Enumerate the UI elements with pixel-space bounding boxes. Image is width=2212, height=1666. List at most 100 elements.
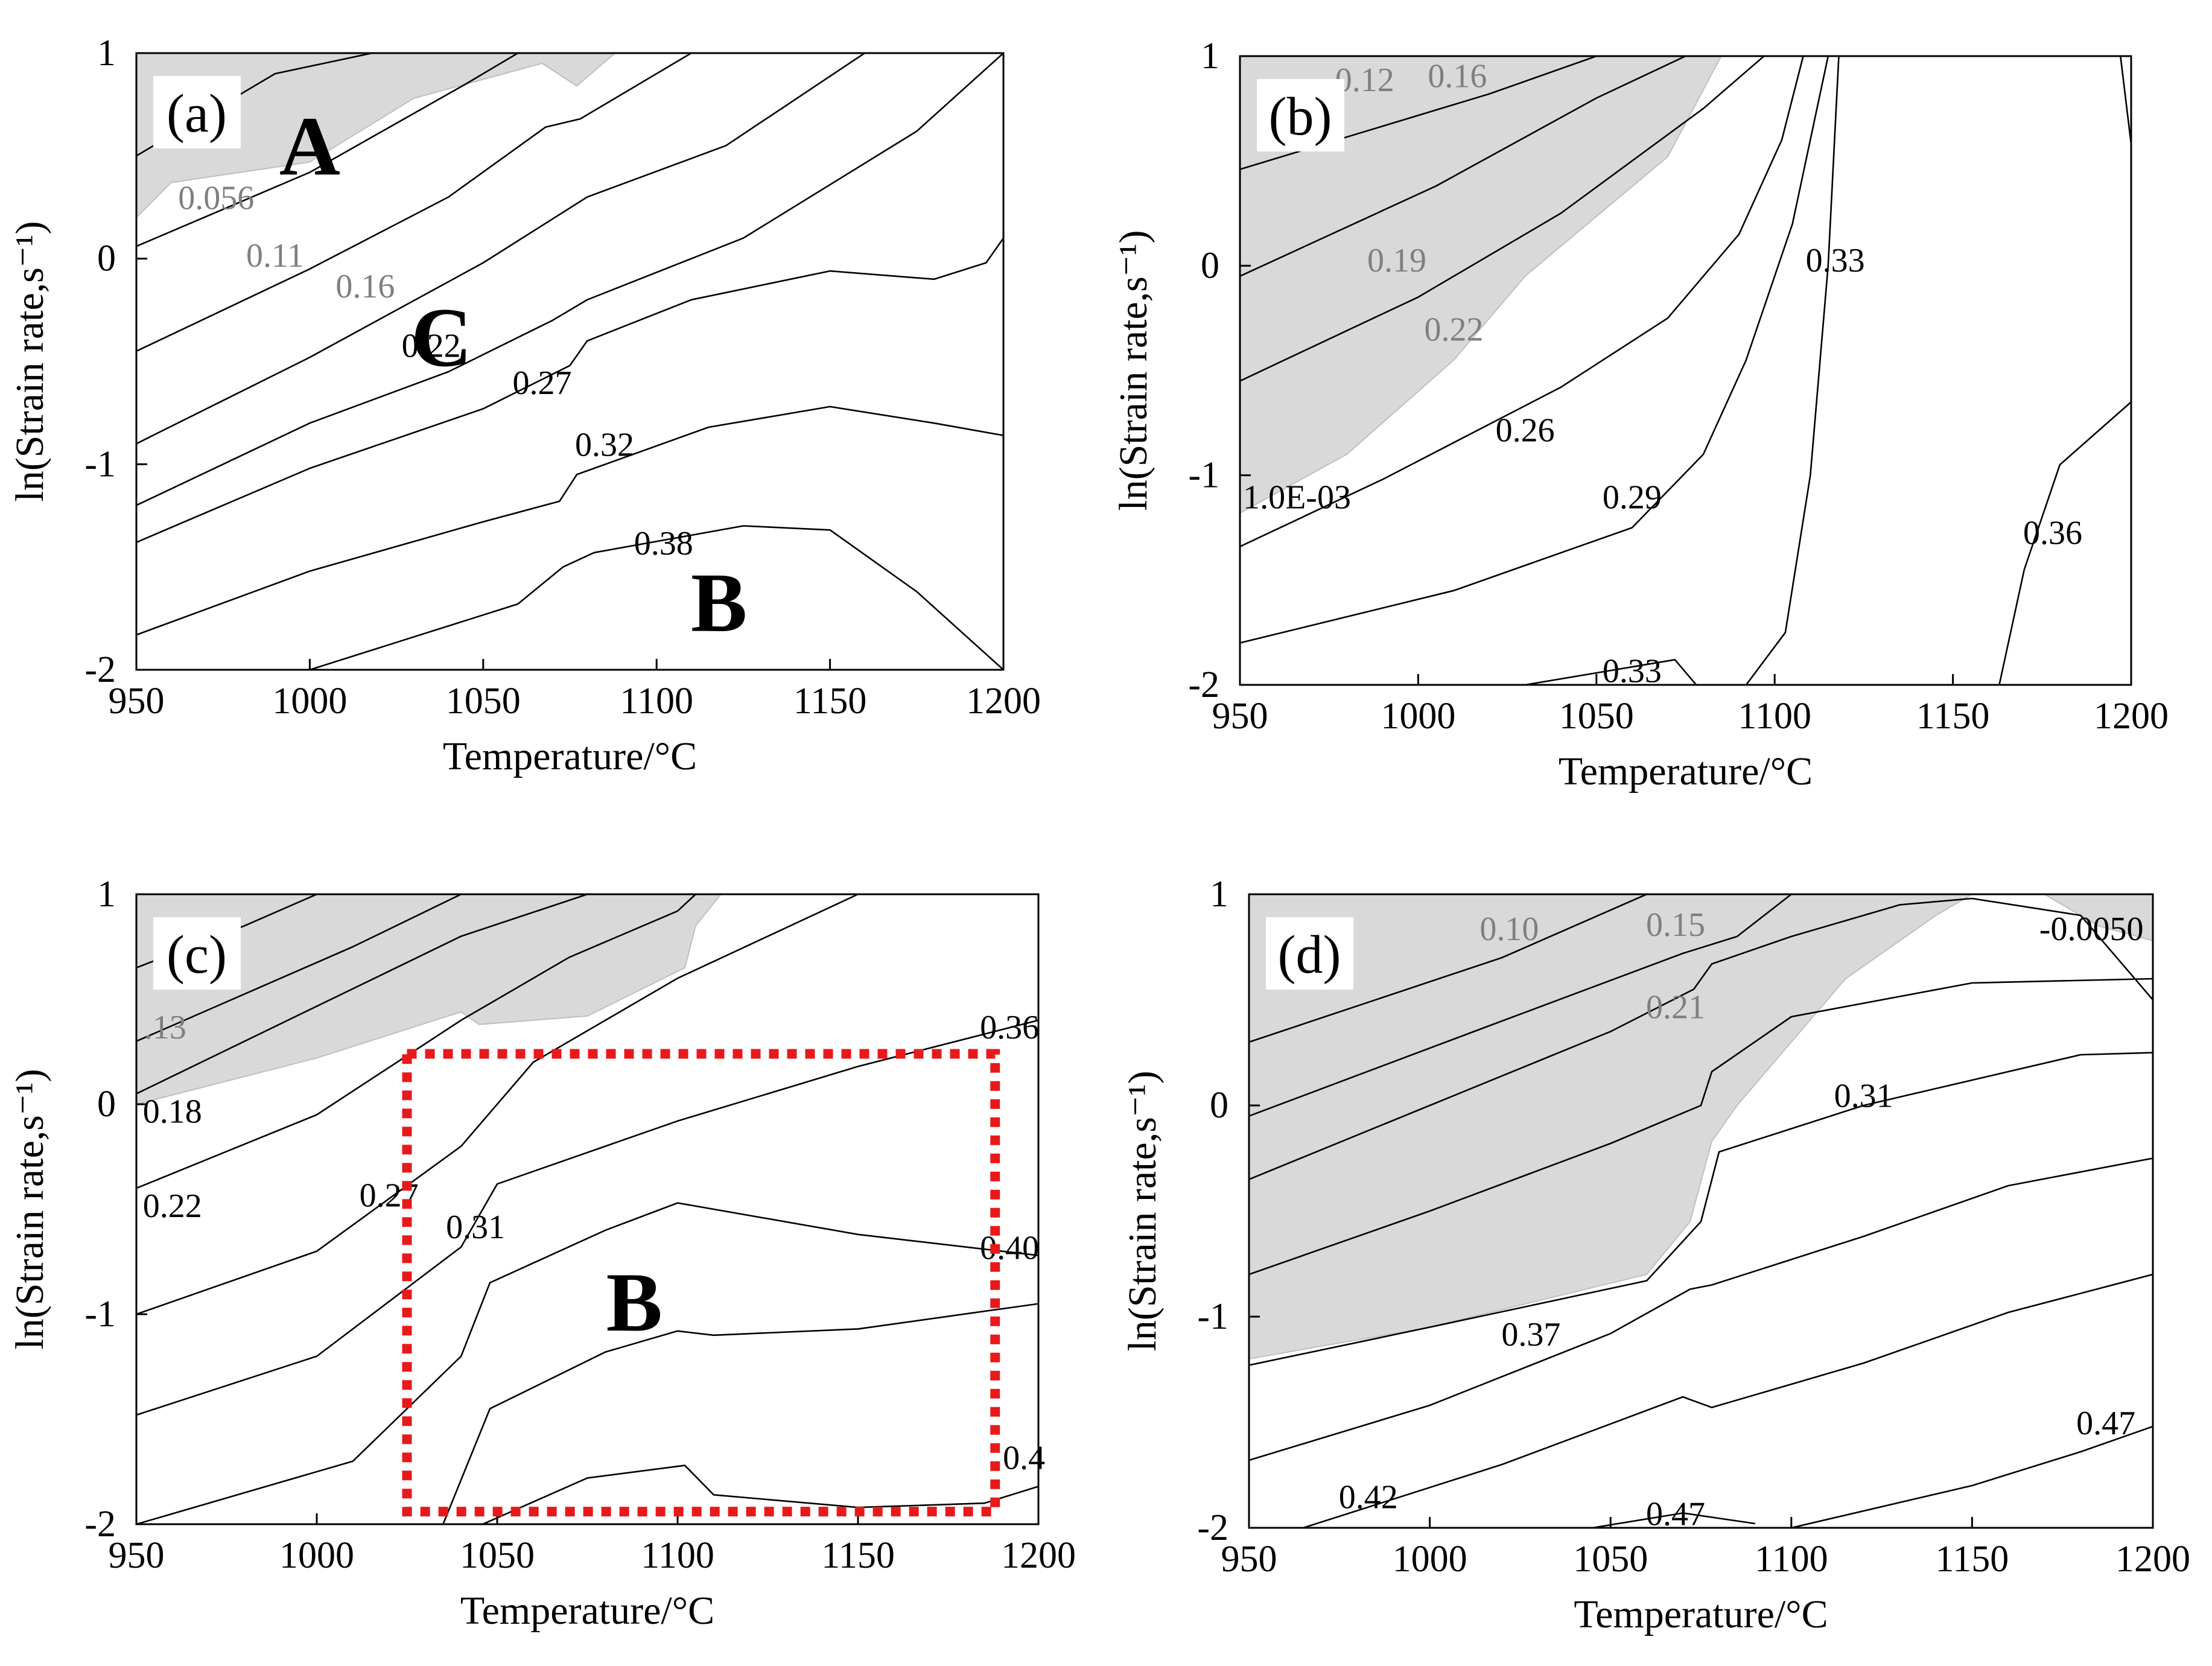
- panel-c-label-background: [153, 917, 241, 990]
- panel-a-region-label: C: [411, 291, 472, 384]
- panel-c-contour-line: [136, 894, 696, 1189]
- panel-a-contour-label: 0.38: [634, 525, 693, 562]
- panel-c-contour-line: [136, 1202, 1038, 1524]
- panel-c: 950 1000 1050 1100 1150 1200 1 0 -1 -2 Temperature…: [8, 874, 1076, 1633]
- panel-c-x-tick-label: 1200: [1001, 1535, 1076, 1576]
- panel-c-contour-line: [442, 1303, 1038, 1524]
- panel-d-contour-line: [1249, 978, 2153, 1276]
- panel-a-y-tick-label: -1: [84, 444, 116, 485]
- panel-a-contour-label: 0.11: [246, 237, 304, 275]
- panel-d-x-tick-label: 1200: [2115, 1539, 2190, 1580]
- panel-c-y-axis-title: ln(Strain rate,s⁻¹): [8, 1069, 52, 1349]
- panel-a-contour-line: [136, 53, 1003, 506]
- panel-c-x-tick-label: 1100: [641, 1535, 714, 1576]
- panel-a-contour-line: [136, 53, 692, 352]
- panel-a-x-tick-label: 1100: [620, 681, 693, 722]
- panel-a-contour-line: [136, 53, 518, 247]
- panel-d-contour-label: -0.0050: [2039, 911, 2144, 948]
- panel-b-contour-label: 0.36: [2023, 514, 2082, 552]
- panel-d-y-axis-title: ln(Strain rate,s⁻¹): [1120, 1070, 1165, 1351]
- panel-c-contour-label: 0.31: [446, 1209, 505, 1246]
- panel-b-contour-line: [1525, 659, 1697, 685]
- panel-b-y-tick-label: 1: [1201, 36, 1219, 77]
- panel-a-panel-label: (a): [167, 84, 227, 144]
- panel-a-contour-label: 0.32: [575, 426, 634, 463]
- panel-c-x-axis-title: Temperature/°C: [460, 1589, 714, 1633]
- panel-b-instability-region: [1240, 56, 1722, 514]
- panel-c-contour-label: 0.22: [143, 1188, 202, 1225]
- panel-a-contour-label: 0.056: [178, 179, 254, 217]
- panel-c-contour-label: 0.18: [143, 1093, 202, 1130]
- panel-b-x-tick-label: 1050: [1559, 696, 1634, 737]
- panel-d-contour-label: 0.37: [1501, 1316, 1560, 1353]
- panel-b-contour-label: 0.12: [1335, 62, 1394, 99]
- panel-c-contour-label: 0.40: [980, 1230, 1039, 1267]
- panel-c-y-tick-label: 1: [97, 874, 116, 915]
- panel-d-contour-line: [1249, 894, 1647, 1043]
- panel-b-y-tick-label: -1: [1188, 455, 1219, 496]
- panel-a-y-axis-title: ln(Strain rate,s⁻¹): [8, 221, 52, 501]
- panel-d-x-tick-label: 1050: [1573, 1539, 1648, 1580]
- panel-b-label-background: [1257, 79, 1344, 151]
- panel-b-panel-label: (b): [1269, 87, 1332, 147]
- panel-a: 950 1000 1050 1100 1150 1200 1 0 -1 -2 Temperature…: [8, 33, 1041, 778]
- panel-a-y-tick-label: 1: [97, 33, 116, 74]
- panel-d-x-tick-label: 1100: [1755, 1539, 1828, 1580]
- panel-c-y-tick-label: -2: [84, 1504, 116, 1545]
- panel-c-x-tick-label: 1000: [279, 1535, 354, 1576]
- panel-c-contour-line: [482, 1464, 1038, 1524]
- panel-c-contour-line: [136, 1019, 1038, 1416]
- panel-b-contour-line: [1240, 56, 1765, 382]
- panel-a-contour-label: 0.22: [402, 328, 461, 365]
- panel-c-contour-line: [136, 894, 588, 1095]
- panel-d-contour-line: [1592, 1512, 1756, 1528]
- panel-d-contour-label: 0.47: [2076, 1405, 2135, 1442]
- panel-a-label-background: [153, 76, 241, 148]
- panel-d-panel-label: (d): [1278, 925, 1341, 985]
- panel-b-axes-frame: [1239, 55, 2132, 686]
- panel-a-axes-frame: [135, 52, 1005, 671]
- panel-a-x-tick-label: 1000: [272, 681, 347, 722]
- panel-b: 950 1000 1050 1100 1150 1200 1 0 -1 -2 Temperature…: [1111, 36, 2169, 793]
- panel-d-contour-line: [1249, 894, 1792, 1117]
- panel-a-region-label: B: [691, 556, 747, 650]
- panel-b-x-tick-label: 1000: [1381, 696, 1455, 737]
- panel-d-contour-line: [1249, 1157, 2153, 1461]
- panel-d-x-tick-label: 950: [1221, 1539, 1277, 1580]
- panel-c-x-tick-label: 950: [109, 1535, 165, 1576]
- panel-a-x-axis-title: Temperature/°C: [443, 734, 697, 778]
- panel-c-x-tick-label: 1050: [460, 1535, 535, 1576]
- panel-b-x-tick-label: 1200: [2094, 696, 2169, 737]
- panel-d-y-tick-label: -1: [1197, 1296, 1228, 1337]
- panel-a-x-tick-label: 950: [109, 681, 165, 722]
- panel-a-y-tick-label: 0: [97, 238, 116, 279]
- panel-b-contour-line: [1745, 56, 1840, 685]
- panel-d-contour-label: 0.47: [1646, 1496, 1705, 1533]
- panel-a-contour-label: 0.27: [513, 364, 572, 402]
- panel-b-contour-label: 0.19: [1367, 242, 1426, 279]
- panel-d-contour-label: 0.10: [1479, 911, 1539, 948]
- panel-b-y-tick-label: -2: [1188, 664, 1219, 705]
- panel-a-region-label: A: [279, 100, 340, 193]
- panel-d-contour-label: 0.31: [1834, 1078, 1893, 1115]
- panel-d: 950 1000 1050 1100 1150 1200 1 0 -1 -2 Temperature…: [1120, 874, 2190, 1636]
- panel-d-instability-region: [1249, 894, 1974, 1360]
- panel-c-contour-label: 0.4: [1003, 1440, 1045, 1477]
- panel-a-x-tick-label: 1050: [446, 681, 521, 722]
- panel-c-contour-label: .13: [144, 1009, 186, 1046]
- panel-b-contour-label: 1.0E-03: [1243, 478, 1351, 516]
- panel-b-contour-label: 0.33: [1603, 653, 1662, 690]
- panel-b-x-tick-label: 950: [1212, 696, 1268, 737]
- panel-c-instability-region: [136, 894, 722, 1105]
- panel-b-contour-line: [2120, 56, 2131, 145]
- panel-d-y-tick-label: 1: [1210, 874, 1228, 915]
- panel-d-x-tick-label: 1000: [1393, 1539, 1467, 1580]
- panel-b-contour-label: 0.33: [1806, 242, 1865, 279]
- panel-c-y-tick-label: 0: [97, 1084, 116, 1125]
- panel-b-y-tick-label: 0: [1201, 245, 1219, 286]
- panel-a-x-tick-label: 1200: [966, 681, 1041, 722]
- panel-c-axes-frame: [135, 893, 1040, 1525]
- panel-a-contour-line: [310, 525, 1003, 670]
- panel-d-contour-line: [1249, 897, 2153, 1180]
